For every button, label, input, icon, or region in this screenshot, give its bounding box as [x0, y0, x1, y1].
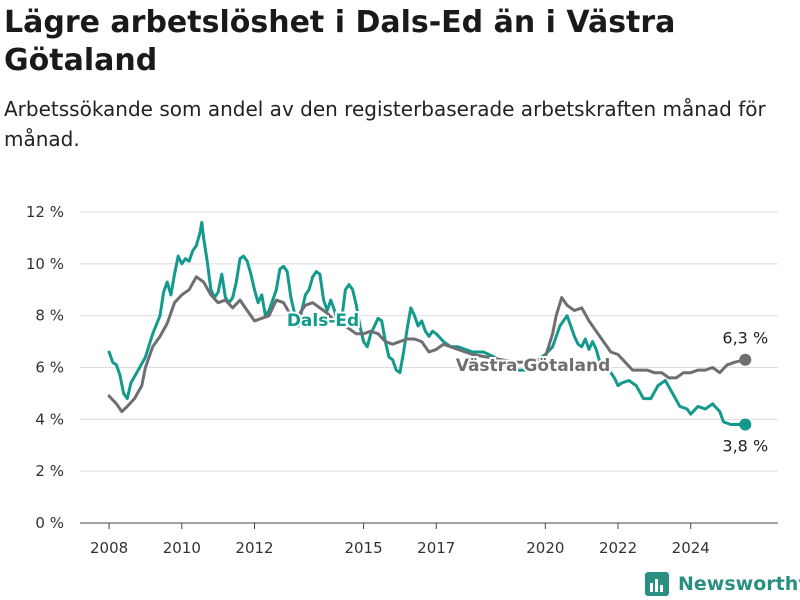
series-end-point-0	[739, 418, 752, 431]
y-tick-label: 12 %	[26, 203, 64, 221]
chart-subtitle: Arbetssökande som andel av den registerb…	[4, 97, 766, 151]
series-line-0	[107, 220, 747, 426]
x-axis-ticks: 2008 2010 2012 2015 2017 2020 2022 2024	[90, 523, 710, 557]
bar-chart-icon	[645, 572, 669, 596]
y-tick-label: 10 %	[26, 255, 64, 273]
y-tick-label: 4 %	[35, 410, 64, 428]
y-tick-label: 8 %	[35, 307, 64, 325]
series-lines	[107, 220, 752, 431]
end-value-vastra-gotaland: 6,3 %	[722, 329, 768, 348]
y-axis-ticks: 0 % 2 % 4 % 6 % 8 % 10 % 12 %	[26, 203, 64, 532]
chart-title: Lägre arbetslöshet i Dals-Ed än i Västra…	[4, 5, 676, 78]
brand-name: Newsworthy	[678, 573, 800, 595]
x-tick-label: 2017	[417, 539, 455, 557]
y-tick-label: 0 %	[35, 514, 64, 532]
x-tick-label: 2012	[235, 539, 273, 557]
series-name-dals-ed: Dals-Ed	[287, 311, 359, 331]
x-tick-label: 2022	[599, 539, 637, 557]
newsworthy-logo: Newsworthy	[644, 570, 800, 598]
y-tick-label: 2 %	[35, 462, 64, 480]
x-tick-label: 2008	[90, 539, 128, 557]
end-value-dals-ed: 3,8 %	[722, 437, 768, 456]
series-end-point-1	[739, 353, 752, 366]
x-tick-label: 2015	[344, 539, 382, 557]
series-labels: Dals-Ed Västra Götaland 3,8 % 6,3 %	[285, 309, 768, 456]
y-tick-label: 6 %	[35, 359, 64, 377]
series-line-1	[107, 275, 747, 414]
x-tick-label: 2010	[163, 539, 201, 557]
series-name-vastra-gotaland: Västra Götaland	[456, 356, 611, 376]
x-tick-label: 2020	[526, 539, 564, 557]
grid-lines	[80, 211, 778, 524]
x-tick-label: 2024	[672, 539, 710, 557]
